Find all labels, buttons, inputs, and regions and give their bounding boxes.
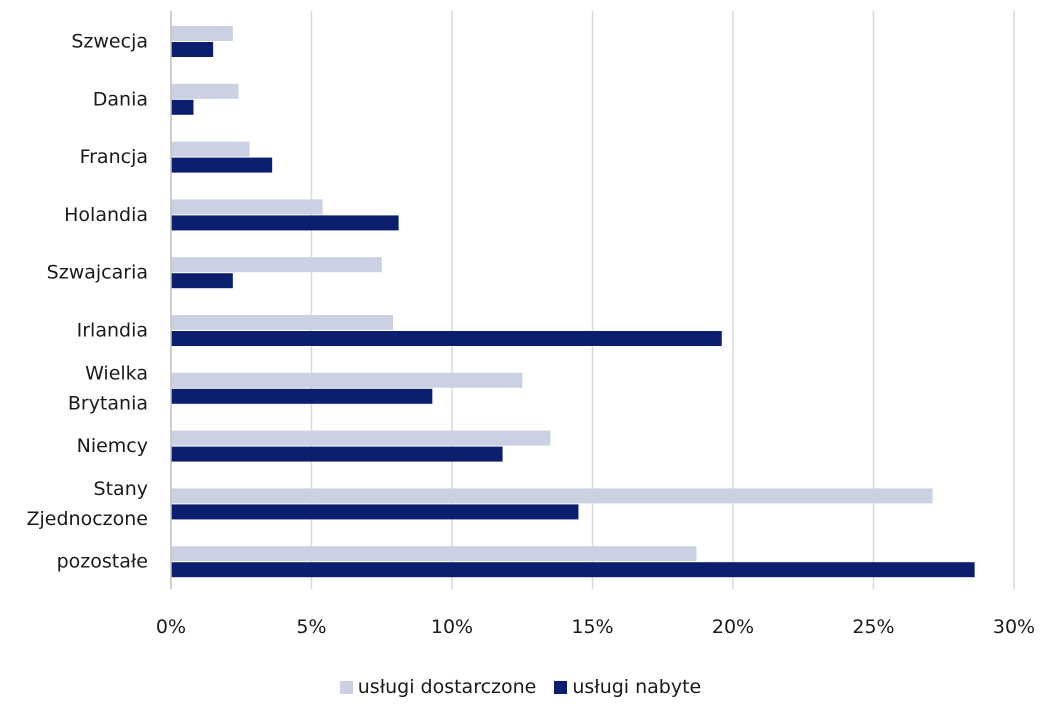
category-label: Szwajcaria	[47, 262, 148, 284]
bar-delivered	[171, 315, 393, 330]
bar-delivered	[171, 488, 933, 504]
bar-acquired	[171, 215, 399, 231]
bar-acquired	[171, 446, 503, 462]
bar-acquired	[171, 388, 433, 404]
x-tick-label: 10%	[431, 616, 473, 638]
legend-label-acquired: usługi nabyte	[572, 676, 702, 698]
category-label: Brytania	[68, 392, 148, 414]
bar-acquired	[171, 504, 579, 520]
category-label: Francja	[80, 146, 148, 168]
bar-delivered	[171, 546, 697, 562]
category-label: Zjednoczone	[27, 508, 149, 530]
category-label: Wielka	[85, 362, 148, 384]
bar-delivered	[171, 430, 551, 446]
legend-item-acquired: usługi nabyte	[554, 676, 701, 698]
category-label: Stany	[94, 478, 148, 500]
category-label: Niemcy	[77, 435, 148, 457]
bar-acquired	[171, 99, 194, 115]
bar-delivered	[171, 141, 250, 157]
bar-delivered	[171, 372, 523, 388]
bar-acquired	[171, 273, 233, 289]
category-label: Dania	[93, 88, 148, 110]
x-tick-label: 25%	[852, 616, 894, 638]
x-tick-label: 30%	[993, 616, 1035, 638]
bar-delivered	[171, 257, 382, 273]
legend-label-delivered: usługi dostarczone	[357, 676, 537, 698]
bar-chart: Szwecja Dania Francja Holandia Szwajcaria Irl…	[27, 11, 1035, 638]
category-label: Szwecja	[71, 31, 148, 53]
x-tick-label: 5%	[296, 616, 326, 638]
bar-delivered	[171, 83, 239, 99]
category-label: Holandia	[64, 204, 148, 226]
legend-swatch-delivered	[339, 680, 353, 694]
x-tick-label: 20%	[712, 616, 754, 638]
bar-acquired	[171, 331, 722, 346]
legend: usługi dostarczone usługi nabyte	[0, 676, 1041, 698]
bar-delivered	[171, 199, 323, 215]
bar-acquired	[171, 157, 273, 173]
legend-item-delivered: usługi dostarczone	[339, 676, 537, 698]
bar-acquired	[171, 42, 214, 57]
category-label: pozostałe	[57, 551, 148, 573]
x-tick-label: 0%	[156, 616, 186, 638]
legend-swatch-acquired	[554, 680, 568, 694]
x-tick-label: 15%	[571, 616, 613, 638]
bar-delivered	[171, 26, 233, 41]
category-label: Irlandia	[77, 320, 148, 342]
bar-acquired	[171, 562, 975, 578]
